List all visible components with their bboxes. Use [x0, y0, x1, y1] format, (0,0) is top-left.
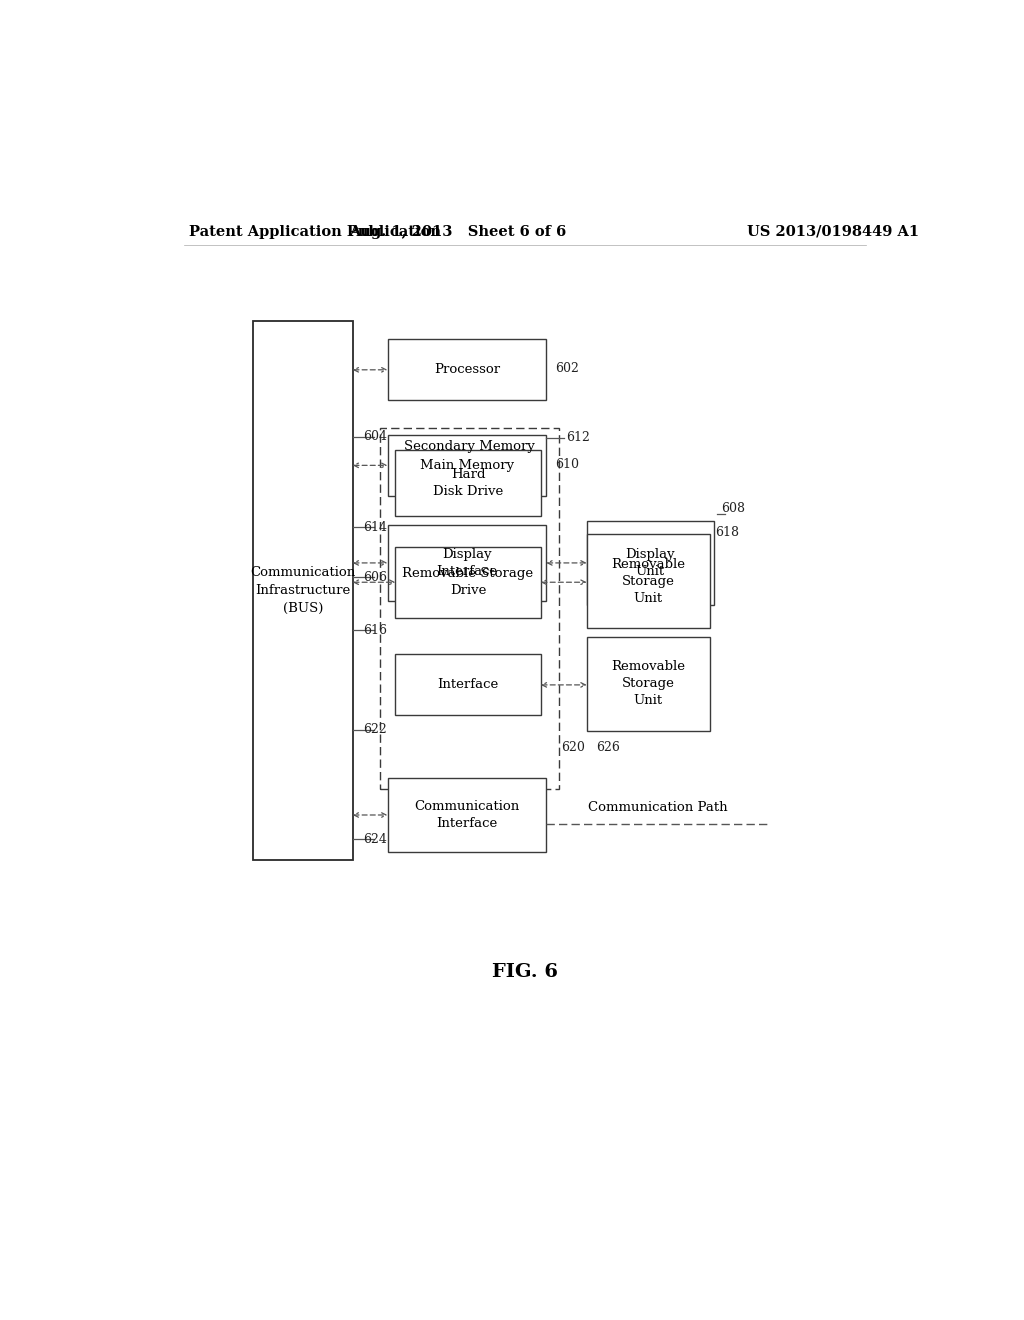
Bar [380, 428, 559, 788]
Bar [587, 638, 710, 731]
Text: US 2013/0198449 A1: US 2013/0198449 A1 [748, 224, 920, 239]
Bar [395, 655, 541, 715]
Text: Interface: Interface [437, 678, 499, 692]
Text: Communication
Infrastructure
(BUS): Communication Infrastructure (BUS) [250, 566, 355, 615]
Text: Aug. 1, 2013   Sheet 6 of 6: Aug. 1, 2013 Sheet 6 of 6 [349, 224, 566, 239]
Text: FIG. 6: FIG. 6 [492, 962, 558, 981]
Text: 626: 626 [596, 742, 621, 755]
Bar [395, 546, 541, 618]
Text: 622: 622 [362, 723, 387, 737]
Text: Communication
Interface: Communication Interface [415, 800, 519, 830]
Text: Hard
Disk Drive: Hard Disk Drive [433, 469, 503, 498]
Bar [387, 339, 546, 400]
Text: Removable
Storage
Unit: Removable Storage Unit [611, 558, 685, 605]
Bar [587, 521, 714, 605]
Text: 614: 614 [362, 521, 387, 533]
Text: Patent Application Publication: Patent Application Publication [189, 224, 441, 239]
Bar [587, 535, 710, 628]
Text: Display
Interface: Display Interface [436, 548, 498, 578]
Bar [395, 450, 541, 516]
Text: 604: 604 [362, 430, 387, 444]
Text: 610: 610 [555, 458, 579, 471]
Text: 606: 606 [362, 570, 387, 583]
Text: Removable
Storage
Unit: Removable Storage Unit [611, 660, 685, 708]
Text: Display
Unit: Display Unit [626, 548, 675, 578]
Text: Secondary Memory: Secondary Memory [404, 440, 536, 453]
Text: 620: 620 [561, 742, 585, 755]
Text: 624: 624 [362, 833, 387, 846]
Text: 612: 612 [566, 432, 590, 445]
Bar [253, 321, 352, 859]
Text: 616: 616 [362, 623, 387, 636]
Text: Communication Path: Communication Path [589, 801, 728, 814]
Text: Removable Storage
Drive: Removable Storage Drive [402, 568, 534, 597]
Bar [387, 779, 546, 851]
Text: Main Memory: Main Memory [420, 459, 514, 471]
Text: Processor: Processor [434, 363, 500, 376]
Text: 618: 618 [715, 525, 739, 539]
Text: 608: 608 [721, 502, 744, 515]
Bar [387, 525, 546, 601]
Bar [387, 434, 546, 496]
Text: 602: 602 [555, 362, 579, 375]
